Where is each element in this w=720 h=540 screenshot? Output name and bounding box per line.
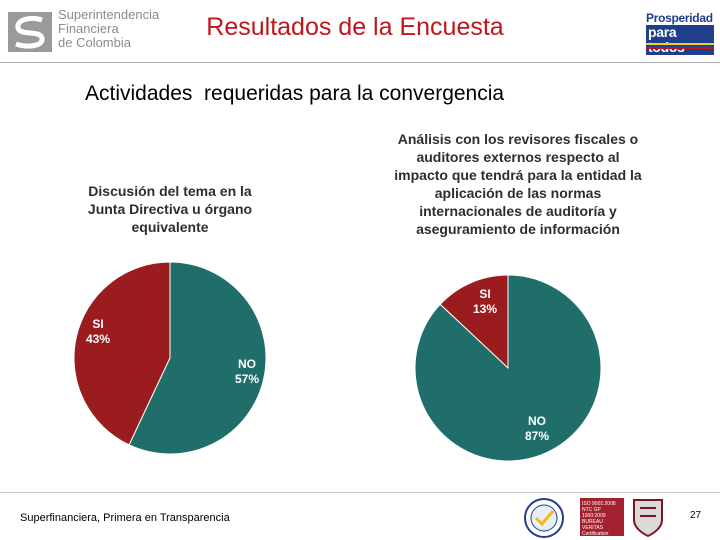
header: Superintendencia Financiera de Colombia … [0, 0, 720, 62]
pie-1-slice-no [128, 261, 267, 455]
prosperidad-logo-line-1: Prosperidad [646, 11, 713, 25]
pie-1-no-label: NO [238, 357, 256, 371]
slide-subtitle: Actividades requeridas para la convergen… [85, 82, 505, 105]
pie-2-si-percent: 13% [473, 302, 497, 316]
page-title: Resultados de la Encuesta [206, 13, 504, 41]
pie-2-no-percent: 87% [525, 429, 549, 443]
chart-1-title: Discusión del tema en la Junta Directiva… [87, 183, 253, 235]
pie-1-slice-si [73, 261, 171, 446]
superfinanciera-logo-icon [8, 12, 52, 52]
colombia-flag-stripe [646, 43, 714, 49]
iso-certification-text: ISO 9001:2008 NTC GP 1000:2009 BUREAU VE… [582, 501, 616, 537]
footer-tagline: Superfinanciera, Primera en Transparenci… [20, 512, 230, 524]
bureau-veritas-icon [633, 499, 663, 538]
iso-certification-badge: ISO 9001:2008 NTC GP 1000:2009 BUREAU VE… [580, 498, 624, 537]
pie-2-no-label: NO [528, 414, 546, 428]
pie-1-si-percent: 43% [86, 332, 110, 346]
prosperidad-logo: Prosperidad para todos [646, 11, 714, 55]
logo-left-text: Superintendencia Financiera de Colombia [58, 8, 159, 50]
superfinanciera-logo: Superintendencia Financiera de Colombia [4, 8, 184, 56]
logo-left-line-3: de Colombia [58, 35, 131, 50]
quality-seal-icon [524, 498, 564, 538]
footer-divider [0, 492, 720, 493]
pie-1-si-label: SI [92, 317, 103, 331]
pie-1-no-percent: 57% [235, 372, 259, 386]
header-divider [0, 62, 720, 63]
prosperidad-logo-line-2: para todos [646, 25, 714, 55]
pie-2-slice-si [439, 274, 509, 370]
pie-2-si-label: SI [479, 287, 490, 301]
logo-left-line-2: Financiera [58, 21, 119, 36]
page-number: 27 [690, 510, 702, 521]
logo-left-line-1: Superintendencia [58, 7, 160, 22]
pie-2-slice-no [414, 274, 602, 462]
chart-2-title: Análisis con los revisores fiscales o au… [394, 131, 642, 237]
